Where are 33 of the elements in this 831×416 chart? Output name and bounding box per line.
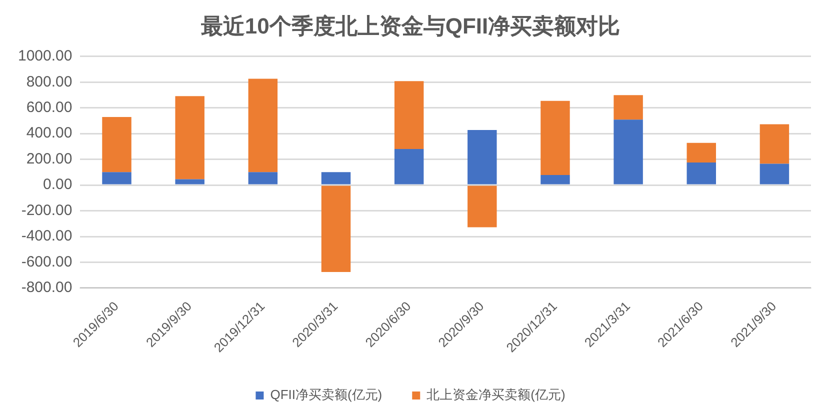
legend-label: QFII净买卖额(亿元) [270, 387, 382, 402]
y-tick-label: 800.00 [26, 73, 72, 90]
bar [321, 186, 351, 272]
bar [468, 186, 497, 228]
y-tick-label: -800.00 [21, 279, 72, 296]
bar [614, 95, 643, 120]
y-tick-label: -600.00 [21, 253, 72, 270]
y-tick-label: -400.00 [21, 228, 72, 245]
bar [175, 179, 204, 184]
bar [102, 172, 132, 184]
bar [394, 149, 424, 184]
bar [540, 100, 570, 176]
bar [686, 162, 716, 184]
y-tick-label: 600.00 [26, 99, 72, 116]
bar [468, 130, 497, 184]
bar [248, 78, 278, 172]
y-tick-label: 400.00 [26, 124, 72, 142]
bar [175, 96, 204, 180]
y-tick-label: 200.00 [26, 150, 72, 168]
bar [760, 124, 790, 164]
bar [248, 172, 278, 184]
bar [102, 116, 132, 172]
y-tick-label: -200.00 [21, 202, 72, 219]
bar [614, 120, 643, 184]
y-tick-label: 1000.00 [18, 48, 72, 65]
legend-label: 北上资金净买卖额(亿元) [426, 387, 566, 402]
y-tick-label: 0.00 [43, 176, 72, 194]
chart-title: 最近10个季度北上资金与QFII净买卖额对比 [200, 13, 620, 38]
bar [394, 81, 424, 150]
bar [760, 164, 790, 184]
bar [321, 172, 351, 184]
bar [686, 142, 716, 163]
bar [540, 175, 570, 184]
